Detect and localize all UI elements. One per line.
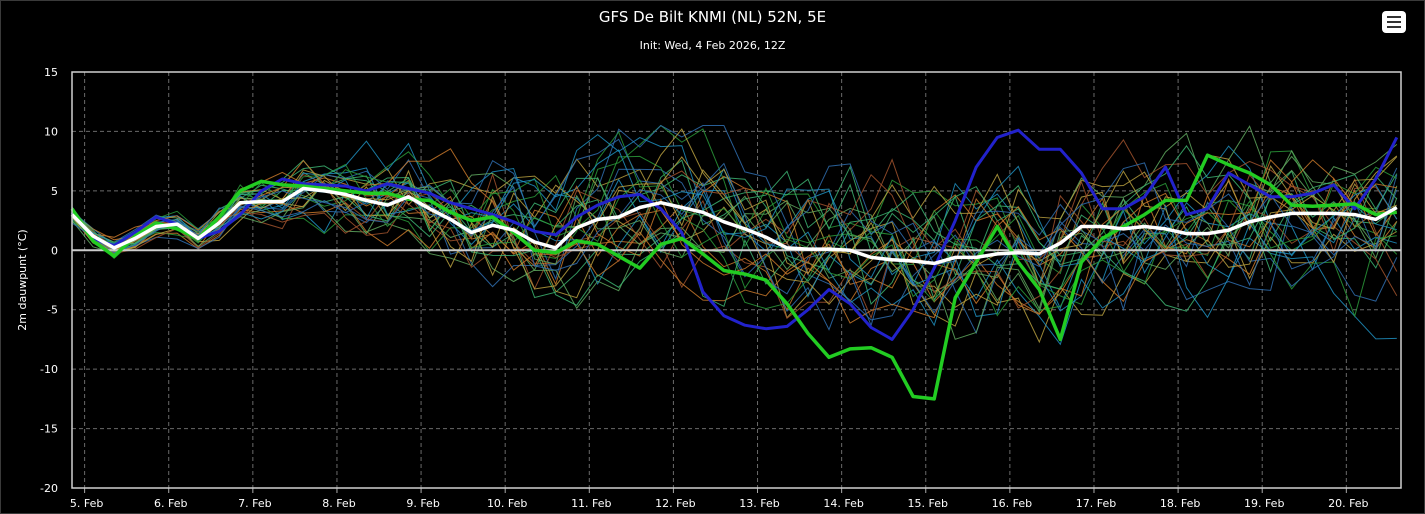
x-tick-label: 6. Feb: [154, 497, 187, 510]
y-tick-label: -20: [40, 482, 58, 495]
hamburger-menu-icon[interactable]: [1382, 11, 1406, 33]
y-axis-title: 2m dauwpunt (°C): [16, 229, 29, 330]
x-tick-label: 20. Feb: [1328, 497, 1368, 510]
x-tick-label: 8. Feb: [322, 497, 355, 510]
ensemble-member-line: [71, 144, 1398, 314]
x-tick-label: 12. Feb: [655, 497, 695, 510]
ensemble-member-line: [71, 145, 1398, 263]
main-series: [70, 128, 1401, 401]
ensemble-member-line: [71, 149, 1398, 319]
x-tick-label: 14. Feb: [823, 497, 863, 510]
y-tick-label: 0: [51, 244, 58, 257]
y-tick-label: 10: [44, 125, 58, 138]
ensemble-member-line: [71, 158, 1398, 272]
x-tick-label: 19. Feb: [1244, 497, 1284, 510]
y-tick-label: -5: [47, 304, 58, 317]
x-tick-label: 15. Feb: [908, 497, 948, 510]
x-tick-label: 7. Feb: [238, 497, 271, 510]
y-tick-label: -10: [40, 363, 58, 376]
operational-run-line: [70, 153, 1397, 401]
x-tick-label: 18. Feb: [1160, 497, 1200, 510]
y-tick-label: 5: [51, 185, 58, 198]
x-tick-label: 16. Feb: [992, 497, 1032, 510]
chart-subtitle: Init: Wed, 4 Feb 2026, 12Z: [639, 39, 786, 52]
x-tick-label: 5. Feb: [70, 497, 103, 510]
x-tick-label: 9. Feb: [406, 497, 439, 510]
x-tick-label: 11. Feb: [571, 497, 611, 510]
x-tick-label: 17. Feb: [1076, 497, 1116, 510]
chart-title: GFS De Bilt KNMI (NL) 52N, 5E: [598, 8, 827, 26]
ensemble-member-line: [71, 180, 1398, 316]
axes: 15 10 5 0 -5 -10 -15 -20 5. Feb 6. Feb 7. Feb 8. Fe…: [16, 66, 1402, 510]
ensemble-mean-line: [70, 186, 1398, 266]
y-tick-label: 15: [44, 66, 58, 79]
ensemble-member-line: [71, 166, 1398, 317]
grid: [72, 71, 1401, 489]
x-tick-label: 10. Feb: [487, 497, 527, 510]
y-tick-label: -15: [40, 423, 58, 436]
control-run-line: [70, 128, 1399, 341]
x-tick-label: 13. Feb: [739, 497, 779, 510]
plot-border: [71, 71, 1402, 489]
